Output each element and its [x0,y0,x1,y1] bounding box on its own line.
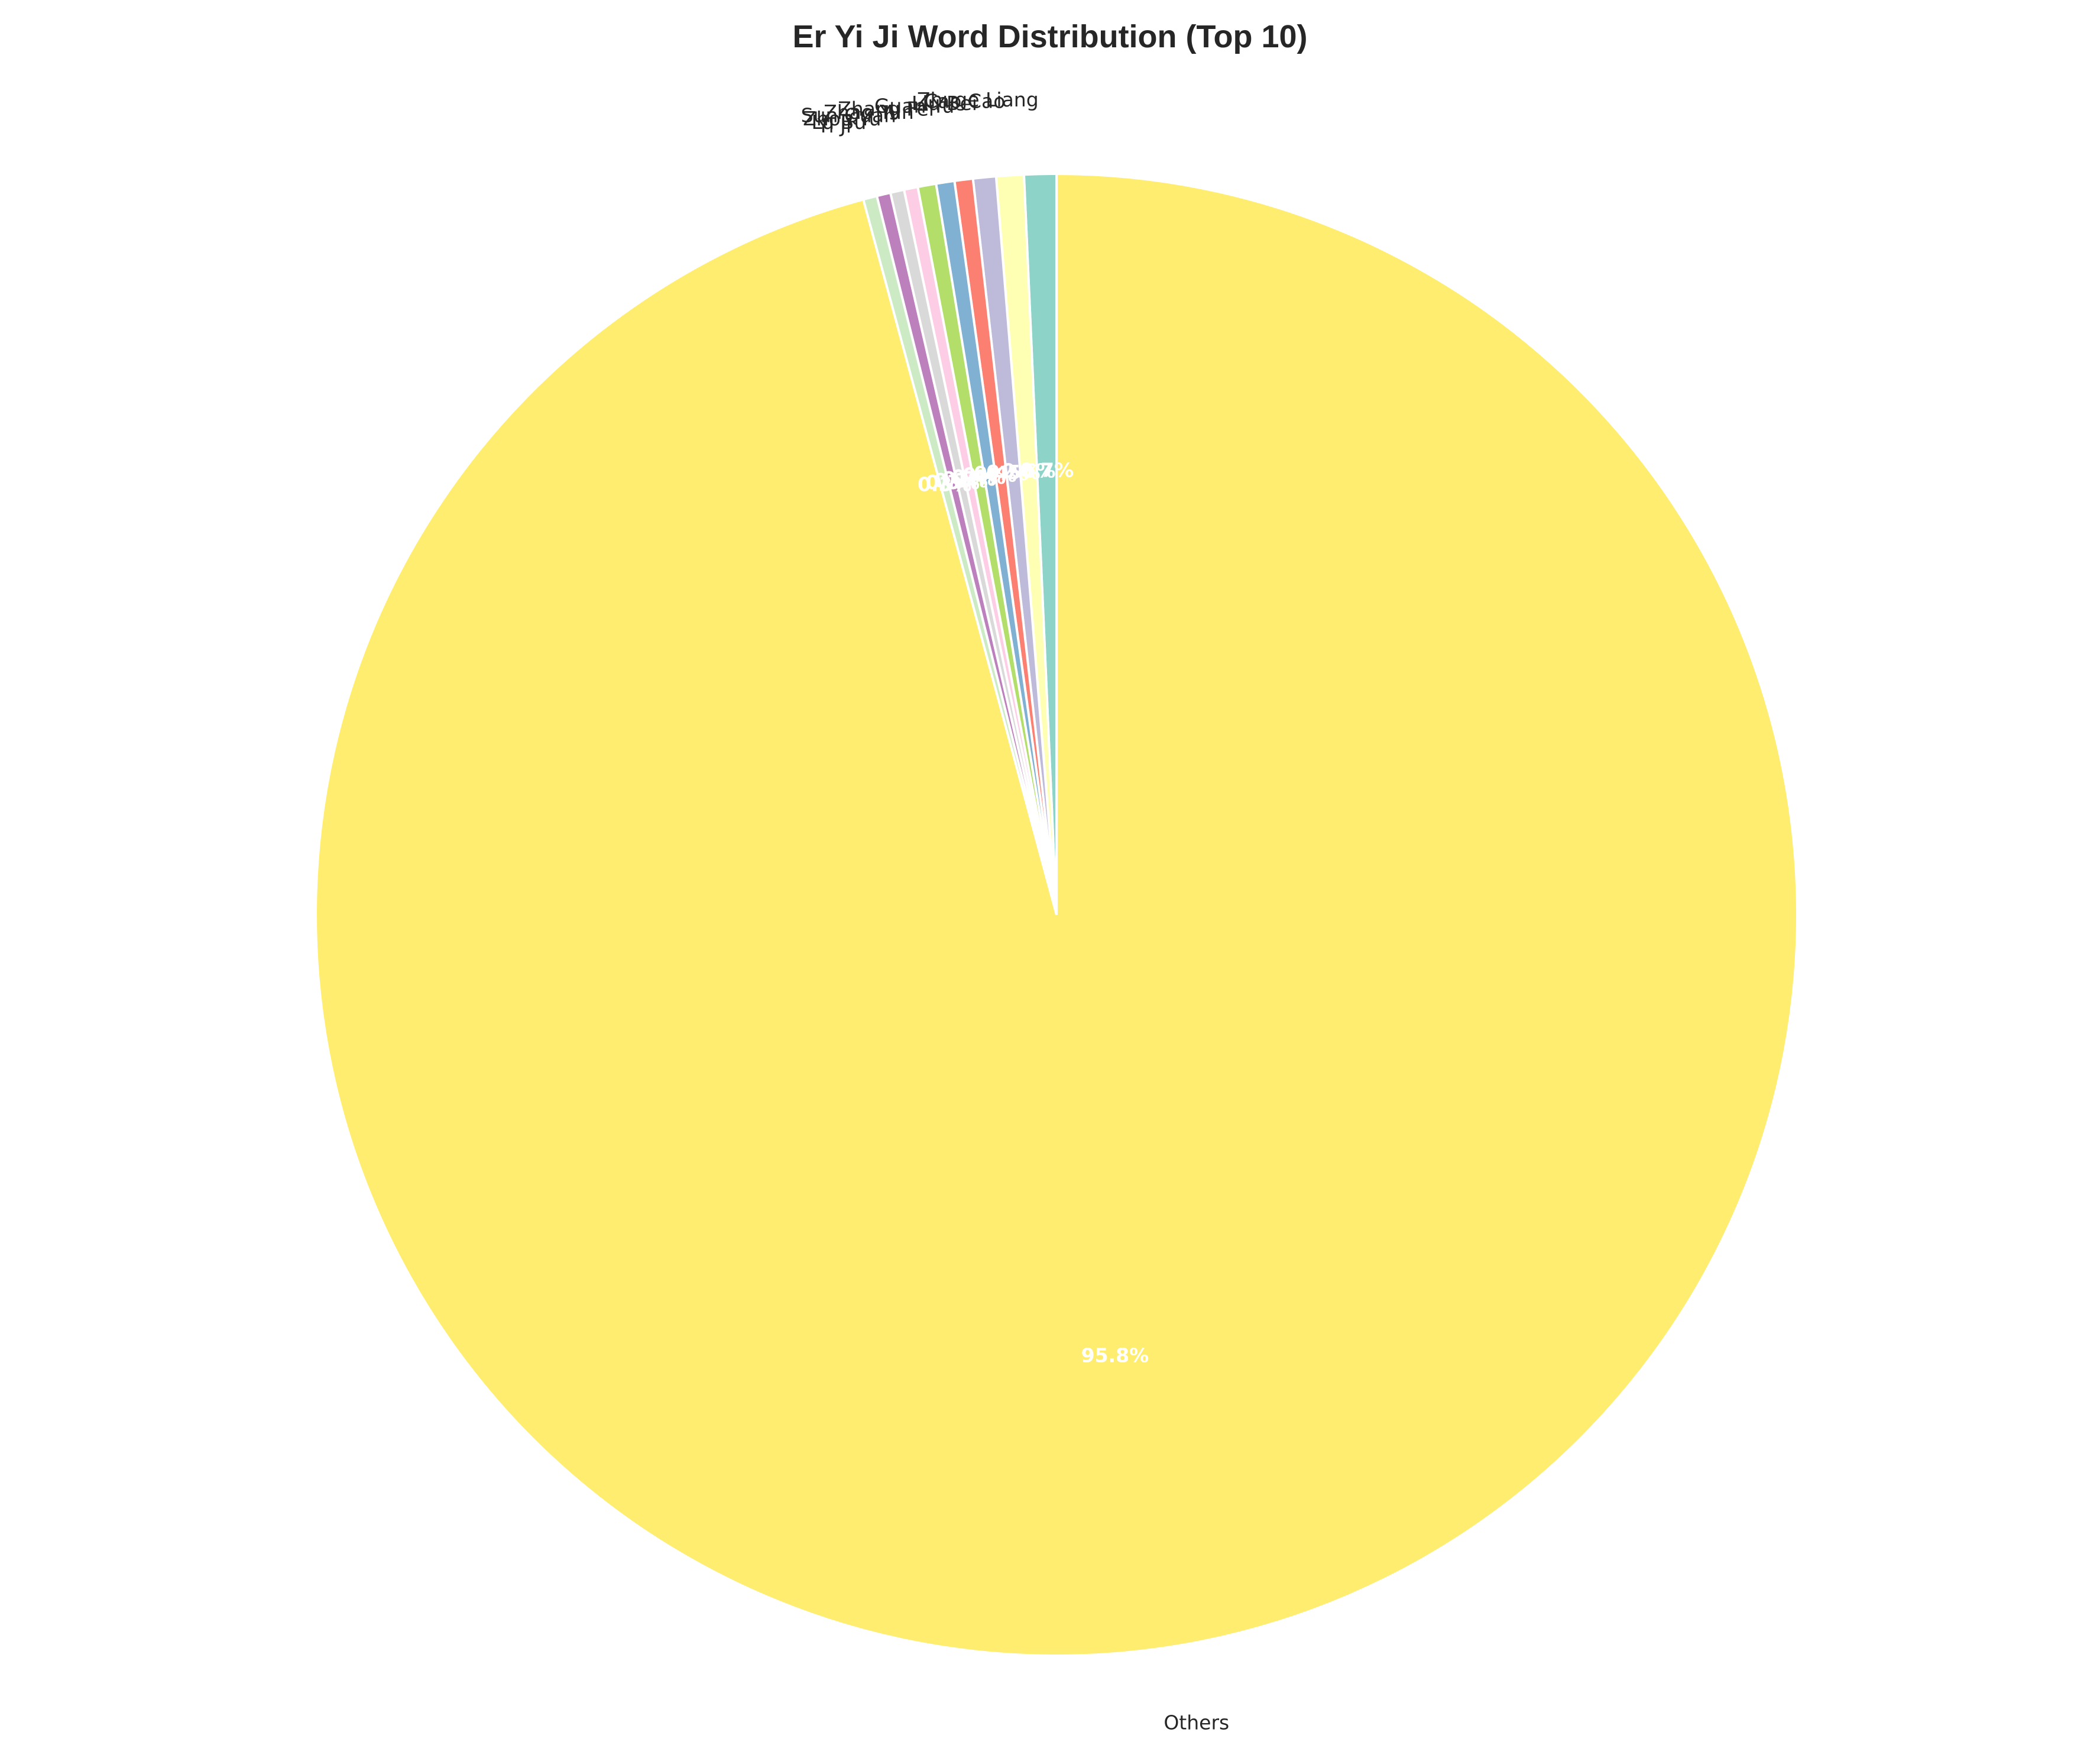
pct-label-zhang-fei: 0.4% [962,464,1017,487]
slice-label-zhang-fei: Zhang Fei [838,97,934,120]
slice-label-others: Others [1164,1711,1229,1734]
pct-label-zhuge-liang: 0.7% [1020,458,1074,481]
slice-label-liu-bei: Liu Bei [912,92,977,115]
pct-label-zhou-yu: 0.3% [934,469,989,492]
slice-label-zhao-yun: Zhao Yun [824,101,914,124]
slice-label-guan-yu: Guan Yu [874,95,954,118]
slice-label-zhuge-liang: Zhuge Liang [917,88,1039,111]
pie-slices [315,172,1798,1657]
pct-label-zhao-yun: 0.4% [952,465,1006,488]
pct-label-cao-cao: 0.6% [1002,459,1056,483]
chart-title: Er Yi Ji Word Distribution (Top 10) [792,19,1307,54]
pct-label-yi-ji: 0.3% [918,472,972,496]
pct-label-guan-yu: 0.4% [974,462,1028,485]
pct-label-others: 95.8% [1081,1343,1149,1367]
pct-label-sun-quan: 0.3% [942,467,996,490]
slice-label-cao-cao: Cao Cao [924,89,1005,112]
slice-label-zhou-yu: Zhou Yu [803,107,881,130]
slice-label-sun-quan: Sun Quan [801,104,896,127]
slice-label-yi-ji: Yi Ji [816,114,851,137]
pie-percent-labels: 0.7%0.6%0.5%0.4%0.4%0.4%0.3%0.3%0.3%0.3%… [918,458,1149,1367]
pct-label-liu-bei: 0.5% [986,461,1041,484]
pie-slice-others [315,172,1798,1657]
slice-label-lu-bu: Lu Bu [811,111,866,134]
pct-label-lu-bu: 0.3% [926,471,980,494]
